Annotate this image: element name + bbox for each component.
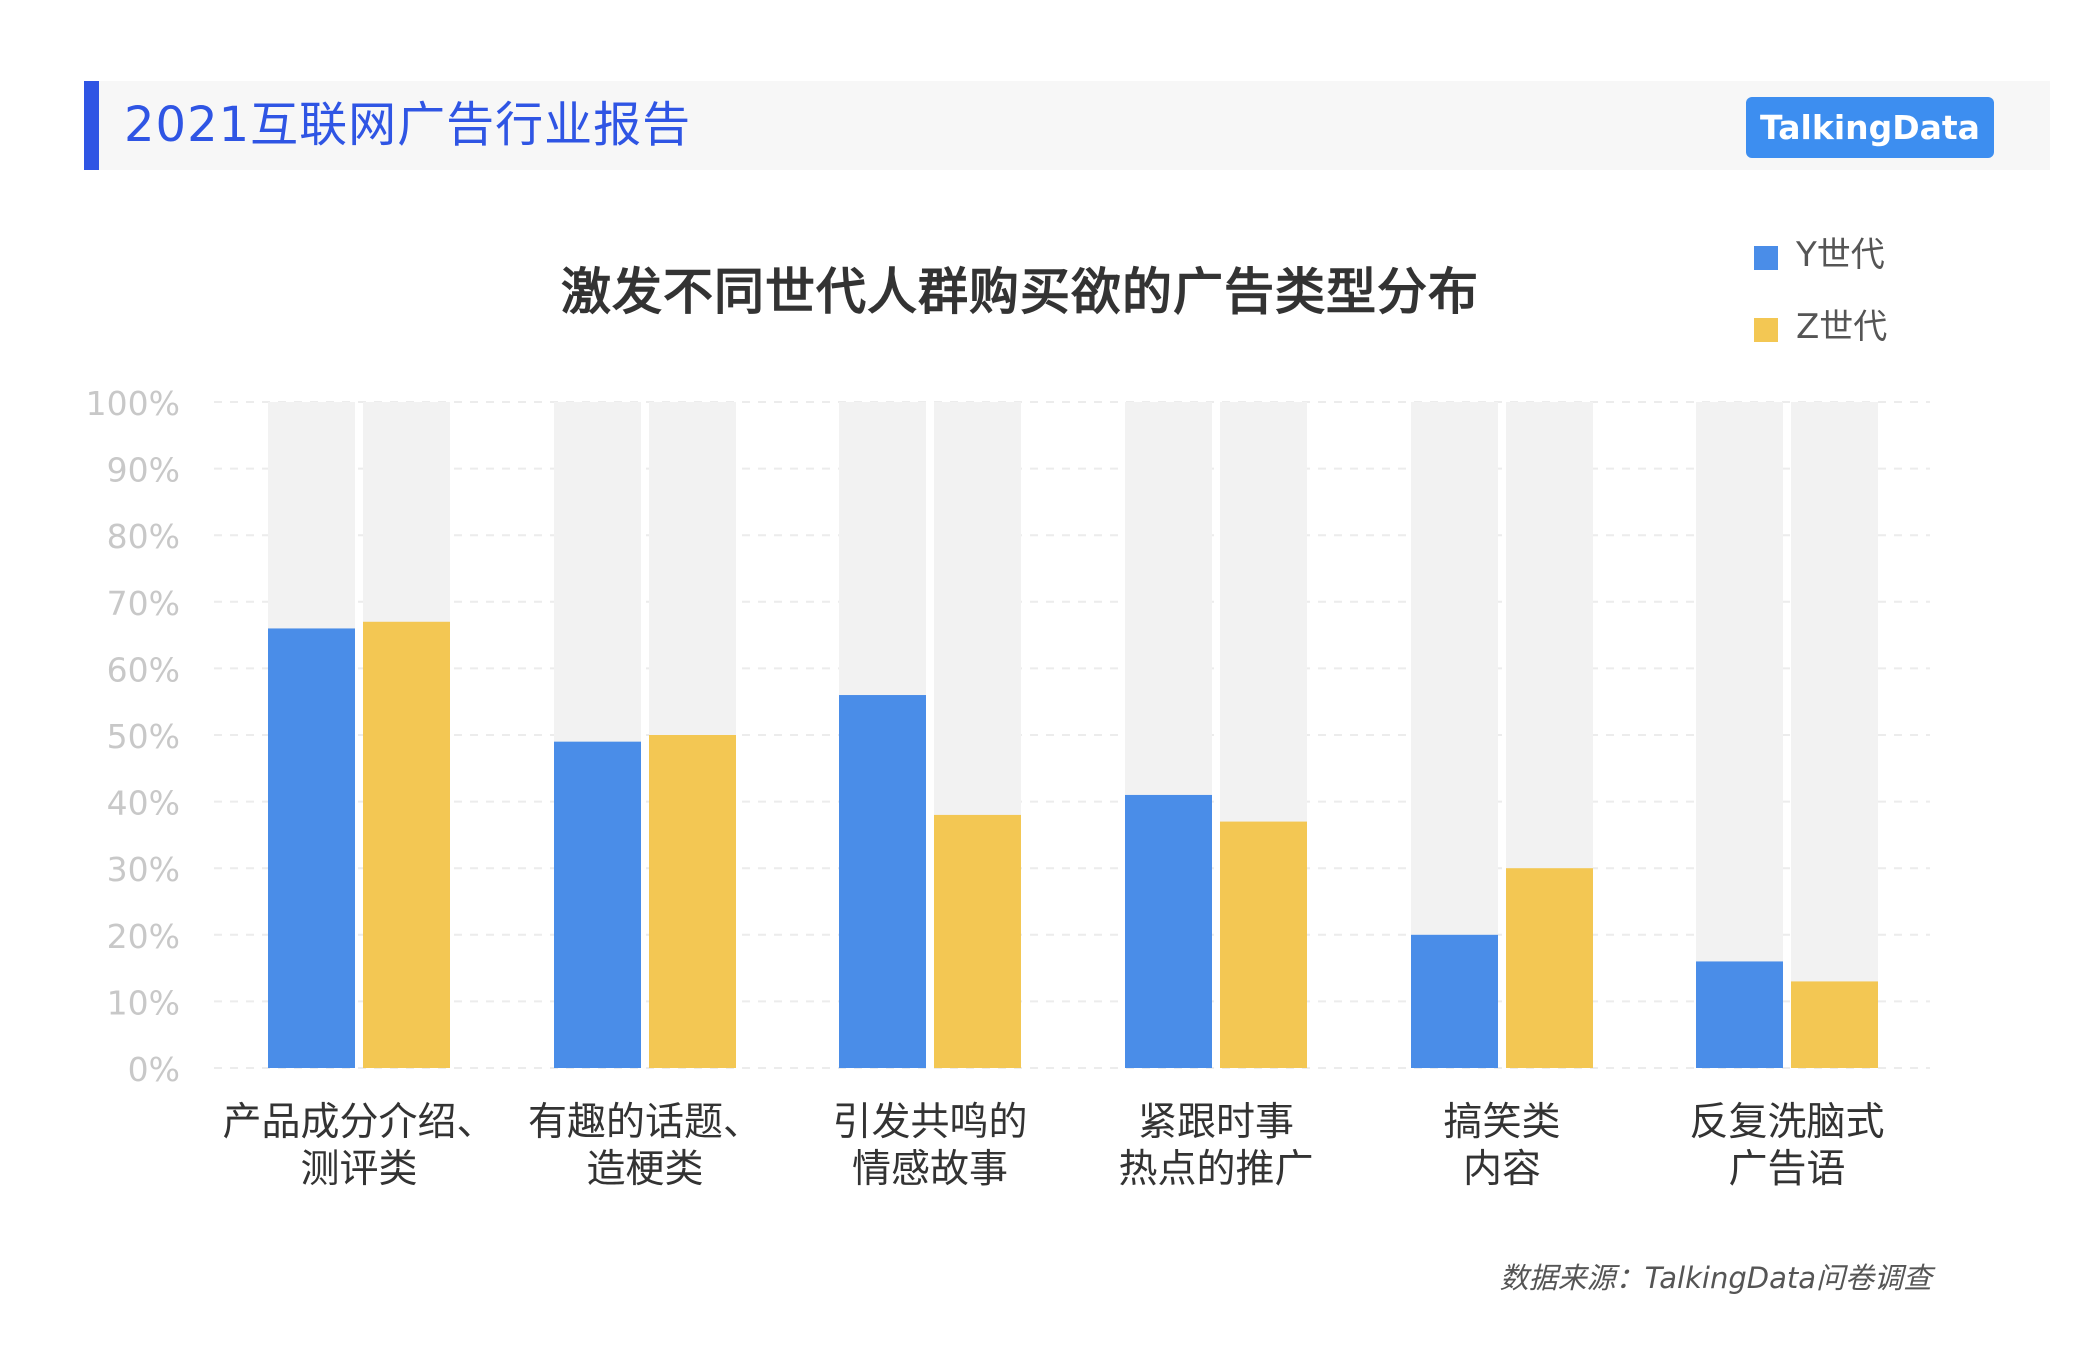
y-tick-label: 100% xyxy=(86,384,180,423)
legend-swatch-z xyxy=(1754,318,1778,342)
header-accent-bar xyxy=(84,81,99,170)
x-category-label: 造梗类 xyxy=(586,1147,703,1192)
y-tick-label: 70% xyxy=(107,584,180,623)
x-category-label: 内容 xyxy=(1463,1147,1541,1192)
y-tick-label: 40% xyxy=(107,784,180,823)
y-tick-label: 80% xyxy=(107,517,180,556)
x-category-label: 引发共鸣的 xyxy=(832,1100,1027,1145)
x-category-label: 有趣的话题、 xyxy=(528,1100,762,1145)
bar-z-generation xyxy=(934,814,1021,1068)
bar-y-generation xyxy=(839,695,926,1068)
bar-z-generation xyxy=(363,621,450,1068)
y-tick-label: 20% xyxy=(107,917,180,956)
x-category-label: 反复洗脑式 xyxy=(1689,1100,1884,1145)
x-category-label: 情感故事 xyxy=(852,1147,1008,1192)
legend-swatch-y xyxy=(1754,246,1778,270)
x-category-label: 测评类 xyxy=(300,1147,417,1192)
bar-y-generation xyxy=(1411,934,1498,1068)
bar-y-generation xyxy=(1696,961,1783,1068)
bar-background xyxy=(1696,402,1783,1068)
bar-y-generation xyxy=(268,628,355,1068)
x-category-label: 热点的推广 xyxy=(1118,1147,1313,1192)
bar-z-generation xyxy=(1791,981,1878,1068)
bar-z-generation xyxy=(649,735,736,1068)
bar-y-generation xyxy=(554,741,641,1068)
x-category-label: 紧跟时事 xyxy=(1138,1100,1294,1145)
chart-title: 激发不同世代人群购买欲的广告类型分布 xyxy=(561,263,1479,321)
source-note: 数据来源：TalkingData问卷调查 xyxy=(1499,1261,1932,1295)
report-title: 2021互联网广告行业报告 xyxy=(124,97,692,153)
bar-z-generation xyxy=(1506,868,1593,1068)
y-tick-label: 60% xyxy=(107,650,180,689)
y-tick-label: 10% xyxy=(107,983,180,1022)
y-tick-label: 90% xyxy=(107,451,180,490)
x-category-label: 产品成分介绍、 xyxy=(222,1100,495,1145)
legend-label-z: Z世代 xyxy=(1796,307,1888,347)
brand-logo: TalkingData xyxy=(1746,97,1994,158)
legend-label-y: Y世代 xyxy=(1796,235,1885,275)
header-band xyxy=(84,81,2050,170)
bar-z-generation xyxy=(1220,821,1307,1068)
y-tick-label: 50% xyxy=(107,717,180,756)
y-tick-label: 0% xyxy=(128,1050,180,1089)
bar-y-generation xyxy=(1125,794,1212,1068)
bar-background xyxy=(1791,402,1878,1068)
y-tick-label: 30% xyxy=(107,850,180,889)
x-category-label: 搞笑类 xyxy=(1443,1100,1560,1145)
x-category-label: 广告语 xyxy=(1728,1147,1845,1192)
